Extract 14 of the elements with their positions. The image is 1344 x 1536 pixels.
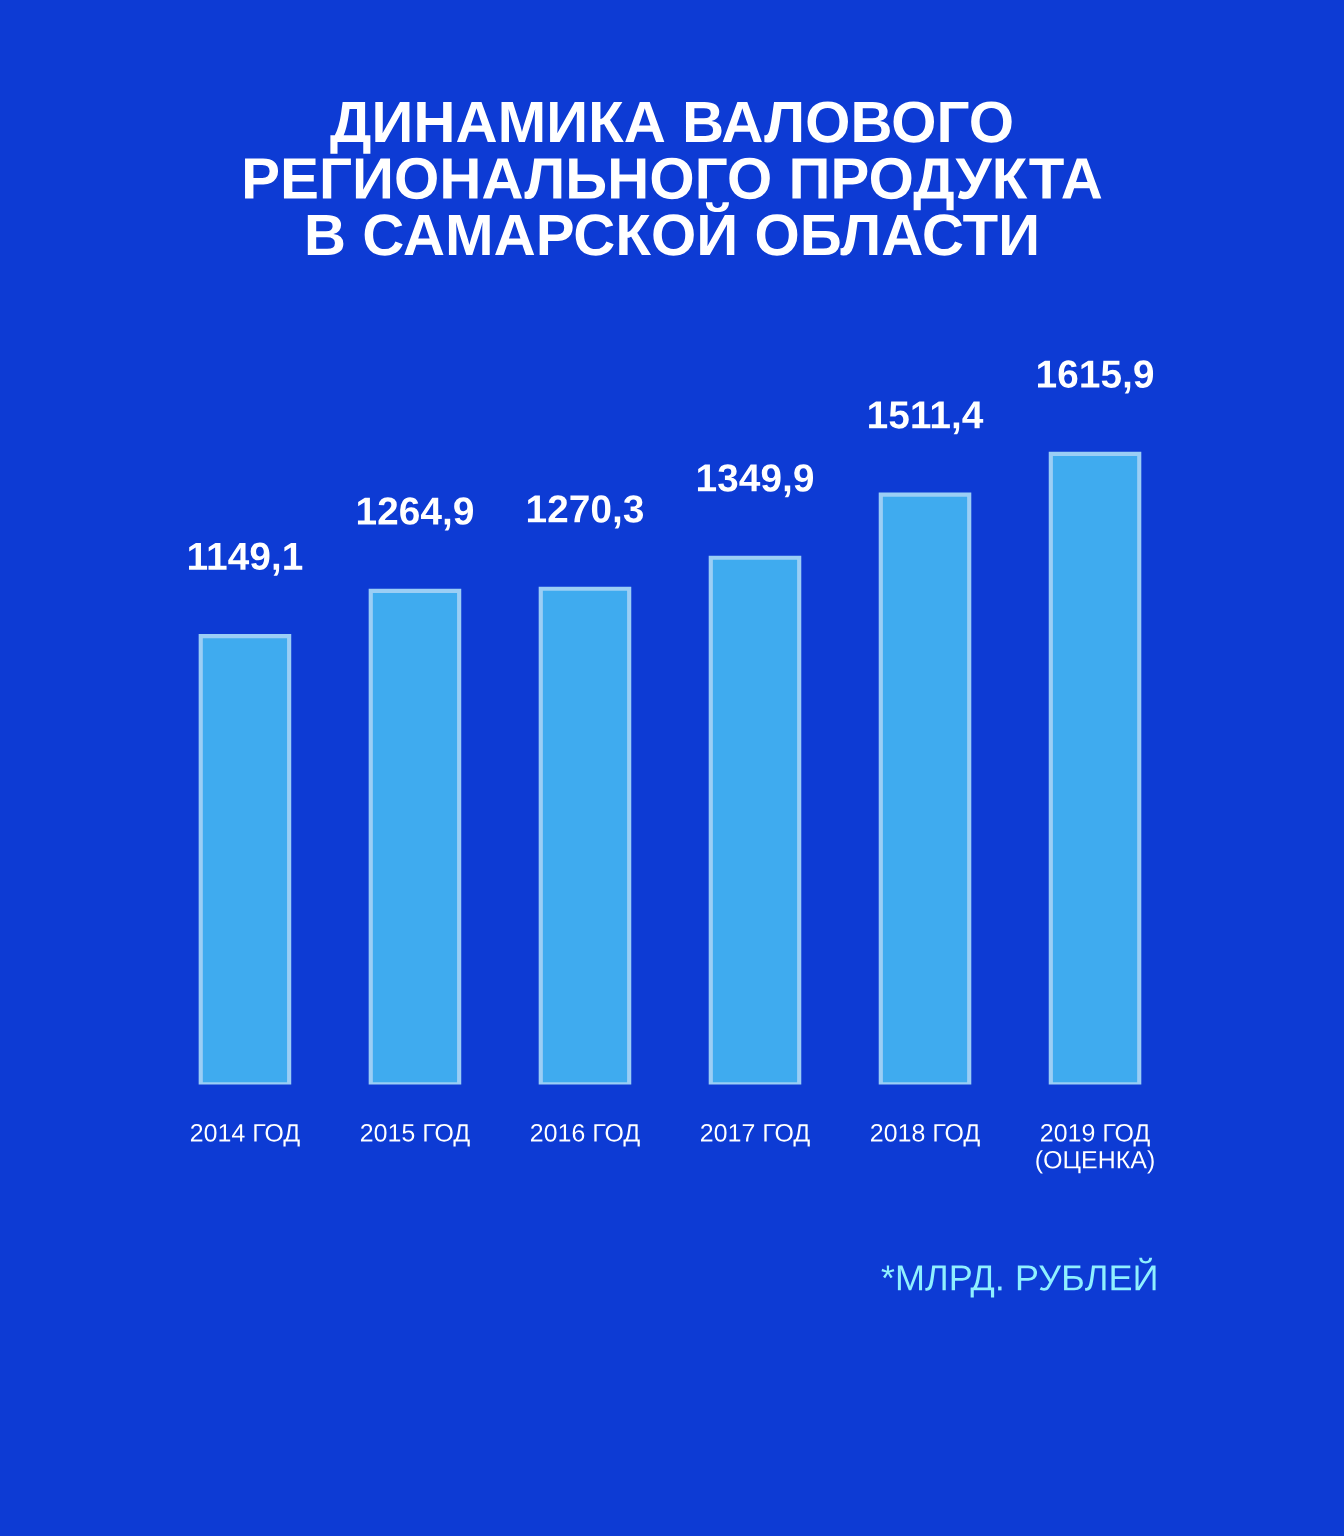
x-tick-label: 2015 ГОД bbox=[360, 1123, 470, 1147]
data-label: 1349,9 bbox=[697, 464, 814, 498]
x-tick-label: 2014 ГОД bbox=[190, 1123, 300, 1147]
data-label: 1511,4 bbox=[869, 401, 984, 435]
data-label: 1149,1 bbox=[189, 542, 303, 576]
x-tick-label: 2018 ГОД bbox=[871, 1123, 980, 1147]
x-tick-label: 2017 ГОД bbox=[701, 1123, 810, 1147]
data-label: 1615,9 bbox=[1038, 360, 1154, 394]
chart-title: ДИНАМИКА ВАЛОВОГО РЕГИОНАЛЬНОГО ПРОДУКТА В САМАРСКОЙ ОБЛАСТИ bbox=[245, 101, 1102, 256]
x-tick-label: 2019 ГОД (ОЦЕНКА) bbox=[1036, 1123, 1154, 1174]
x-tick-label: 2016 ГОД bbox=[530, 1123, 640, 1147]
data-label: 1264,9 bbox=[357, 497, 473, 531]
text: *МЛРД. РУБЛЕЙ bbox=[881, 1257, 1156, 1298]
data-label: 1270,3 bbox=[527, 495, 644, 529]
